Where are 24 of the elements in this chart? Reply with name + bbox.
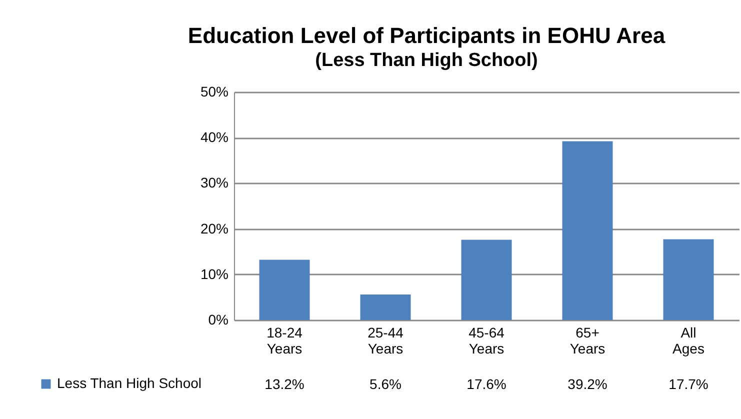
y-tick-label: 50% — [200, 84, 228, 100]
text: 13.2% — [264, 376, 304, 392]
y-tick-label: 10% — [200, 266, 228, 282]
bar — [663, 239, 714, 320]
bar — [259, 260, 310, 320]
bar — [562, 141, 613, 320]
text: 17.7% — [668, 376, 708, 392]
y-tick-label: 40% — [200, 129, 228, 146]
bar — [461, 240, 512, 320]
bar — [360, 294, 411, 320]
y-tick-label: 30% — [200, 174, 228, 191]
y-tick-label: 0% — [208, 312, 228, 328]
x-tick-label: All Ages — [672, 324, 704, 356]
chart-subtitle: (Less Than High School) — [315, 50, 538, 71]
text: 5.6% — [370, 376, 402, 392]
text: 39.2% — [568, 376, 608, 392]
x-tick-label: 65+ Years — [570, 324, 606, 356]
chart-title: Education Level of Participants in EOHU Area — [188, 23, 666, 48]
x-tick-label: 25-44 Years — [368, 324, 404, 356]
x-tick-label: 45-64 Years — [468, 324, 505, 356]
text: 17.6% — [466, 376, 506, 392]
x-tick-label: 18-24 Years — [266, 324, 303, 356]
legend-label: Less Than High School — [57, 375, 202, 391]
y-tick-label: 20% — [200, 220, 228, 236]
